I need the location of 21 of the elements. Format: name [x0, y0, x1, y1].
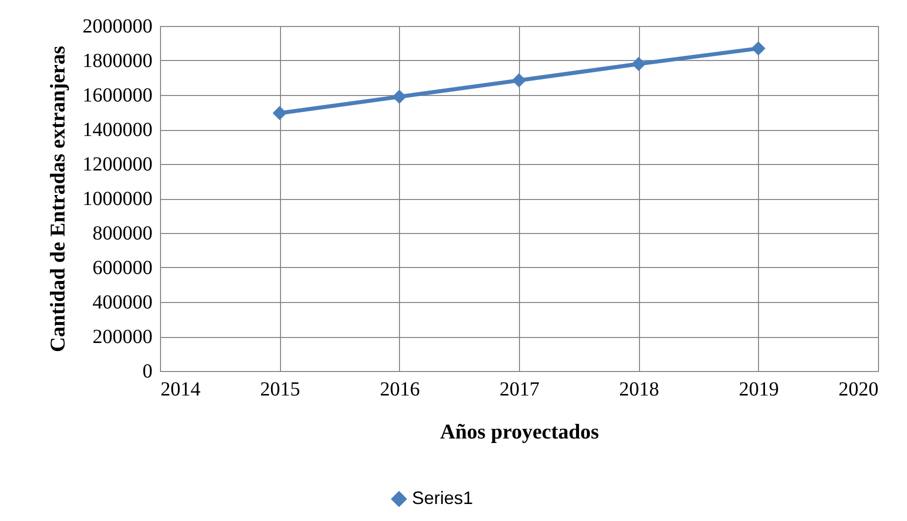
y-tick-label: 800000 — [92, 222, 152, 244]
y-tick-label: 200000 — [92, 326, 152, 348]
y-tick-label: 1800000 — [82, 50, 152, 72]
x-tick-label: 2020 — [838, 378, 878, 400]
x-tick-label: 2014 — [160, 378, 200, 400]
x-axis-title: Años proyectados — [440, 420, 599, 444]
x-tick-label: 2019 — [738, 378, 779, 400]
x-tick-label: 2015 — [260, 378, 300, 400]
y-tick-label: 1600000 — [82, 84, 152, 106]
x-tick-label: 2016 — [380, 378, 420, 400]
y-tick-label: 600000 — [92, 257, 152, 279]
x-tick-label: 2017 — [500, 378, 540, 400]
y-tick-label: 1200000 — [82, 154, 152, 176]
y-tick-label: 0 — [142, 360, 152, 382]
y-tick-label: 2000000 — [82, 16, 152, 38]
y-tick-label: 1400000 — [82, 119, 152, 141]
legend-label: Series1 — [412, 488, 474, 508]
y-axis-title: Cantidad de Entradas extranjeras — [46, 46, 70, 352]
y-tick-label: 1000000 — [82, 188, 152, 210]
x-tick-label: 2018 — [619, 378, 660, 400]
y-tick-label: 400000 — [92, 292, 152, 314]
